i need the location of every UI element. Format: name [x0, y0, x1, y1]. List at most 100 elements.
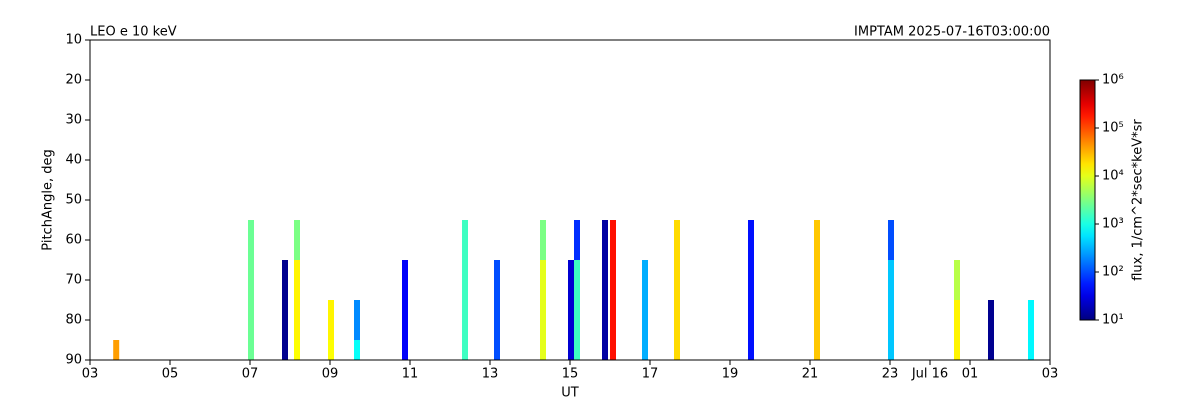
y-tick-label: 80 [65, 313, 82, 328]
x-tick-label: 17 [642, 367, 659, 382]
heatmap-cell [642, 260, 648, 300]
y-tick-label: 40 [65, 153, 82, 168]
heatmap-cell [602, 220, 608, 260]
colorbar [1079, 79, 1096, 321]
heatmap-cell [568, 260, 574, 300]
heatmap-cell [568, 340, 574, 360]
heatmap-cell [642, 340, 648, 360]
heatmap-cell [294, 300, 300, 340]
heatmap-cell [674, 220, 680, 260]
heatmap-cell [402, 300, 408, 340]
heatmap-cell [954, 300, 960, 340]
heatmap-cell [540, 340, 546, 360]
y-tick-label: 10 [65, 33, 82, 48]
heatmap-cell [294, 220, 300, 260]
x-tick-label: 23 [882, 367, 899, 382]
colorbar-label: flux, 1/cm^2*sec*keV*sr [1131, 119, 1146, 281]
heatmap-cell [402, 340, 408, 360]
heatmap-cell [888, 340, 894, 360]
heatmap-cell [574, 340, 580, 360]
colorbar-tick-label: 10⁴ [1102, 169, 1124, 184]
y-tick-label: 70 [65, 273, 82, 288]
y-tick-label: 90 [65, 353, 82, 368]
heatmap-cell [568, 300, 574, 340]
heatmap-cell [954, 340, 960, 360]
heatmap-cell [814, 260, 820, 300]
heatmap-cell [540, 260, 546, 300]
heatmap-cell [1028, 300, 1034, 340]
colorbar-tick-label: 10⁵ [1102, 121, 1124, 136]
x-tick-label: 03 [82, 367, 99, 382]
title-left: LEO e 10 keV [90, 25, 177, 40]
heatmap-cell [1028, 340, 1034, 360]
heatmap-cell [888, 300, 894, 340]
heatmap-cell [540, 300, 546, 340]
heatmap-cell [988, 300, 994, 340]
heatmap-cell [402, 260, 408, 300]
colorbar-tick-label: 10¹ [1102, 313, 1124, 328]
heatmap-cell [988, 340, 994, 360]
heatmap-cell [748, 300, 754, 340]
heatmap-cell [282, 300, 288, 340]
heatmap-cell [282, 340, 288, 360]
x-tick-label: 07 [242, 367, 259, 382]
heatmap-cell [748, 340, 754, 360]
heatmap-cell [602, 260, 608, 300]
heatmap-cell [814, 220, 820, 260]
x-tick-label: 15 [562, 367, 579, 382]
colorbar-tick-label: 10² [1102, 265, 1124, 280]
heatmap-cell [610, 220, 616, 260]
heatmap-cell [462, 260, 468, 300]
heatmap-cell [248, 340, 254, 360]
colorbar-tick-label: 10⁶ [1102, 73, 1124, 88]
colorbar-tick-label: 10³ [1102, 217, 1124, 232]
heatmap-cell [674, 300, 680, 340]
x-tick-label: 01 [962, 367, 979, 382]
heatmap-cell [294, 340, 300, 360]
x-tick-label: 05 [162, 367, 179, 382]
heatmap-cell [574, 220, 580, 260]
heatmap-cell [540, 220, 546, 260]
heatmap-cell [814, 340, 820, 360]
heatmap-cell [610, 340, 616, 360]
heatmap-cell [354, 300, 360, 340]
heatmap-cell [294, 260, 300, 300]
heatmap-cell [954, 260, 960, 300]
heatmap-cell [748, 260, 754, 300]
y-tick-label: 20 [65, 73, 82, 88]
heatmap-cell [328, 340, 334, 360]
heatmap-cell [574, 300, 580, 340]
heatmap-cell [574, 260, 580, 300]
x-tick-label: Jul 16 [911, 367, 948, 382]
heatmap-cell [248, 220, 254, 260]
heatmap-cell [248, 260, 254, 300]
heatmap-cell [282, 260, 288, 300]
heatmap-cell [602, 300, 608, 340]
heatmap-cell [462, 340, 468, 360]
heatmap-cell [354, 340, 360, 360]
heatmap-cell [674, 340, 680, 360]
heatmap-cell [888, 260, 894, 300]
heatmap-cell [674, 260, 680, 300]
y-tick-label: 60 [65, 233, 82, 248]
heatmap-cell [462, 300, 468, 340]
y-tick-label: 30 [65, 113, 82, 128]
x-axis-label: UT [561, 386, 579, 400]
heatmap-cell [642, 300, 648, 340]
heatmap-cell [888, 220, 894, 260]
heatmap-cell [602, 340, 608, 360]
heatmap-cell [610, 260, 616, 300]
heatmap-cell [462, 220, 468, 260]
x-tick-label: 09 [322, 367, 339, 382]
heatmap-cell [494, 300, 500, 340]
heatmap-cell [494, 260, 500, 300]
heatmap-cell [814, 300, 820, 340]
x-tick-label: 03 [1042, 367, 1059, 382]
x-tick-label: 19 [722, 367, 739, 382]
x-tick-label: 21 [802, 367, 819, 382]
heatmap-cell [248, 300, 254, 340]
x-tick-label: 13 [482, 367, 499, 382]
heatmap-cell [113, 340, 120, 360]
y-axis-label: PitchAngle, deg [41, 149, 56, 250]
